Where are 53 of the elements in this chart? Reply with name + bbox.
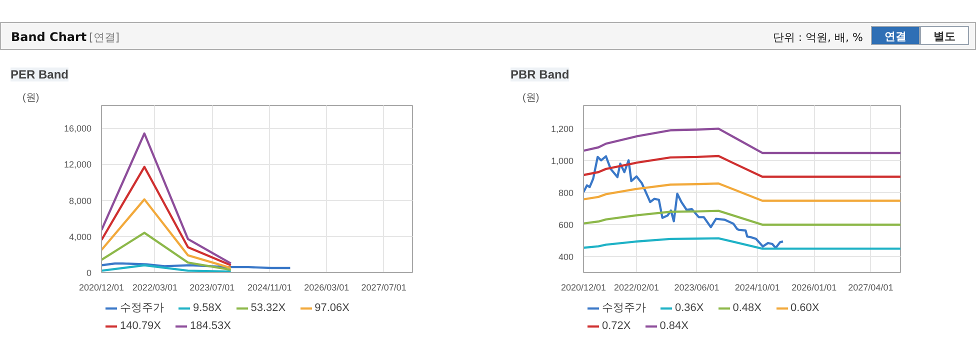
line-series (584, 210, 900, 226)
x-tick-label: 2020/12/01 (78, 282, 124, 292)
x-tick-label: 2024/11/01 (247, 282, 292, 292)
line-series (102, 166, 232, 266)
x-tick-label: 2022/02/01 (614, 282, 660, 292)
x-tick-label: 2023/07/01 (190, 282, 235, 292)
legend-label: 0.72X (602, 320, 631, 332)
y-axis-title: (원) (522, 92, 540, 104)
text: 별도 (920, 26, 969, 45)
line-series (584, 237, 900, 250)
y-tick-label: 600 (558, 220, 574, 230)
y-axis-title: (원) (22, 92, 40, 104)
chart-title: PBR Band (510, 68, 570, 82)
legend-label: 0.36X (675, 302, 704, 314)
legend-label: 수정주가 (120, 301, 164, 315)
x-tick-label: 2027/07/01 (361, 282, 406, 292)
legend-label: 수정주가 (602, 301, 646, 315)
line-series (584, 182, 900, 202)
line-series (584, 154, 900, 178)
x-tick-label: 2027/04/01 (848, 282, 894, 292)
text: 단위 : 억원, 배, % (772, 30, 863, 46)
legend-label: 0.84X (660, 320, 688, 332)
x-tick-label: 2022/03/01 (132, 282, 178, 292)
y-tick-label: 0 (86, 268, 92, 278)
y-tick-label: 800 (558, 188, 574, 198)
legend-label: 0.60X (790, 302, 820, 314)
text: 연결 (871, 26, 920, 45)
x-tick-label: 2026/01/01 (792, 282, 837, 292)
legend-label: 9.58X (193, 302, 222, 314)
chart-title: PER Band (10, 68, 69, 82)
y-tick-label: 16,000 (64, 124, 92, 134)
line-series (584, 128, 900, 154)
line-series (102, 132, 232, 265)
y-tick-label: 400 (558, 252, 574, 262)
y-tick-label: 4,000 (68, 232, 92, 242)
text: Band Chart (11, 29, 87, 46)
x-tick-label: 2020/12/01 (560, 282, 606, 292)
legend-label: 0.48X (732, 302, 762, 314)
line-series (102, 198, 232, 270)
text: [연결] (89, 30, 120, 46)
line-series (584, 155, 784, 249)
legend-label: 140.79X (120, 320, 161, 332)
x-tick-label: 2023/06/01 (674, 282, 720, 292)
legend-label: 184.53X (190, 320, 231, 332)
y-tick-label: 1,000 (550, 156, 574, 166)
legend-label: 53.32X (250, 302, 286, 314)
x-tick-label: 2026/03/01 (304, 282, 350, 292)
legend-label: 97.06X (314, 302, 350, 314)
line-series (102, 232, 232, 271)
x-tick-label: 2024/10/01 (734, 282, 780, 292)
y-tick-label: 8,000 (68, 196, 92, 206)
y-tick-label: 12,000 (64, 160, 92, 170)
y-tick-label: 1,200 (550, 124, 574, 134)
